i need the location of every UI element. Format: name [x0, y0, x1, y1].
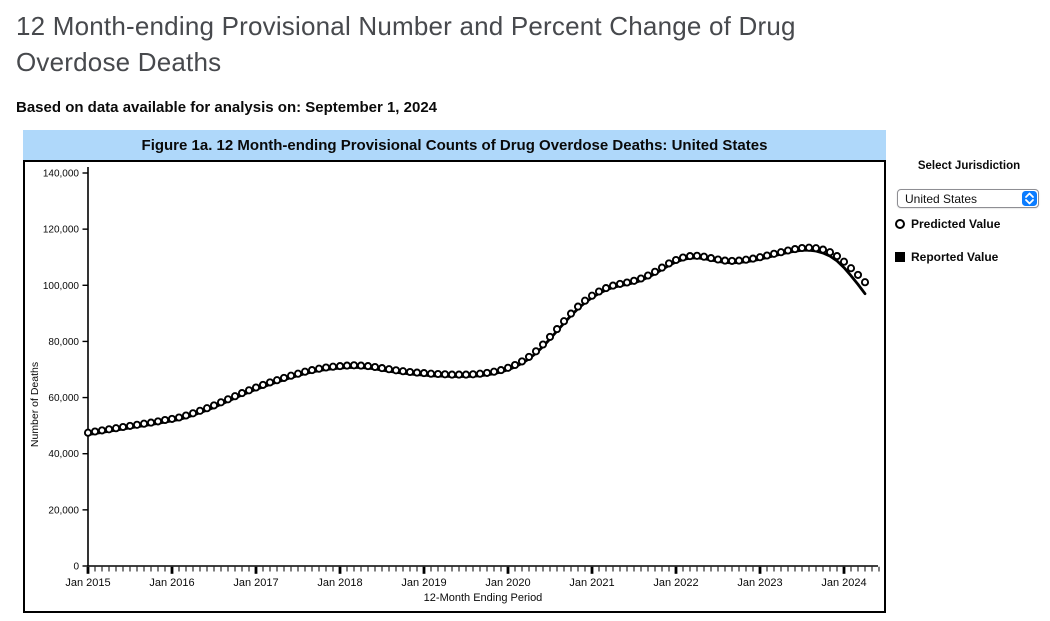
x-axis-label: 12-Month Ending Period [424, 592, 543, 604]
data-availability-note: Based on data available for analysis on:… [16, 99, 438, 116]
y-axis-label: Number of Deaths [29, 362, 41, 447]
svg-text:Jan 2021: Jan 2021 [569, 577, 614, 589]
svg-text:40,000: 40,000 [48, 449, 79, 460]
svg-text:Jan 2015: Jan 2015 [65, 577, 110, 589]
open-circle-marker-icon [895, 219, 905, 229]
svg-text:Jan 2023: Jan 2023 [737, 577, 782, 589]
legend-item-reported: Reported Value [895, 250, 1045, 264]
y-axis-ticks: 0 20,000 40,000 60,000 80,000 100,000 120,000 1… [43, 169, 88, 573]
jurisdiction-select-label: Select Jurisdiction [917, 160, 1021, 172]
legend-label-predicted: Predicted Value [911, 217, 1001, 231]
overdose-deaths-line-chart: 0 20,000 40,000 60,000 80,000 100,000 120,000 1… [29, 167, 880, 604]
axes [87, 167, 878, 567]
filled-square-marker-icon [895, 252, 905, 262]
svg-text:Jan 2019: Jan 2019 [401, 577, 446, 589]
svg-text:Jan 2018: Jan 2018 [317, 577, 362, 589]
predicted-value-markers [83, 243, 870, 437]
svg-text:140,000: 140,000 [43, 169, 80, 180]
jurisdiction-dropdown-value: United States [905, 191, 978, 206]
svg-text:Jan 2016: Jan 2016 [149, 577, 194, 589]
svg-text:Jan 2022: Jan 2022 [653, 577, 698, 589]
legend-item-predicted: Predicted Value [895, 217, 1045, 231]
svg-text:100,000: 100,000 [43, 281, 80, 292]
figure-title-bar: Figure 1a. 12 Month-ending Provisional C… [23, 130, 886, 160]
svg-text:Jan 2020: Jan 2020 [485, 577, 530, 589]
svg-text:Jan 2024: Jan 2024 [821, 577, 866, 589]
dropdown-stepper-icon[interactable] [1021, 191, 1037, 206]
page-title: 12 Month-ending Provisional Number and P… [16, 11, 796, 78]
figure-1a: Figure 1a. 12 Month-ending Provisional C… [23, 130, 886, 613]
x-axis-ticks: Jan 2015 Jan 2016 Jan 2017 Jan 2018 Jan 2019… [65, 566, 880, 589]
chart-controls-sidebar: Select Jurisdiction United States Predic… [893, 160, 1045, 283]
svg-text:Jan 2017: Jan 2017 [233, 577, 278, 589]
svg-text:60,000: 60,000 [48, 393, 79, 404]
legend-label-reported: Reported Value [911, 250, 999, 264]
svg-text:0: 0 [73, 562, 79, 573]
svg-text:120,000: 120,000 [43, 225, 80, 236]
chart-legend: Predicted Value Reported Value [895, 217, 1045, 264]
jurisdiction-dropdown[interactable]: United States [897, 189, 1039, 208]
svg-text:20,000: 20,000 [48, 505, 79, 516]
axis-titles: Number of Deaths 12-Month Ending Period [29, 362, 542, 604]
chart-area: 0 20,000 40,000 60,000 80,000 100,000 120,000 1… [23, 160, 886, 613]
svg-text:80,000: 80,000 [48, 337, 79, 348]
